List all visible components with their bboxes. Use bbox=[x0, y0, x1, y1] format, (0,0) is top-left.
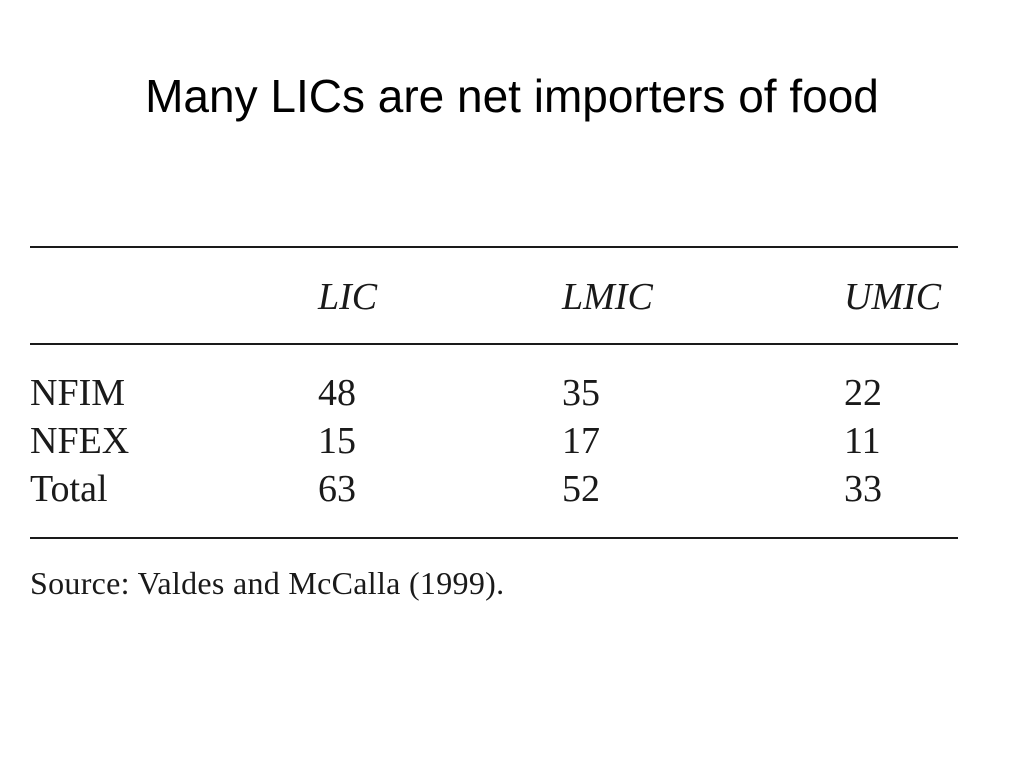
slide-title: Many LICs are net importers of food bbox=[145, 70, 879, 122]
table-header-rule bbox=[30, 343, 958, 345]
table-cell: 35 bbox=[562, 372, 600, 414]
table-cell: 11 bbox=[844, 420, 881, 462]
table-cell: 33 bbox=[844, 468, 882, 510]
table-cell: 15 bbox=[318, 420, 356, 462]
table-cell: 63 bbox=[318, 468, 356, 510]
table-bottom-rule bbox=[30, 537, 958, 539]
column-header-lmic: LMIC bbox=[562, 276, 653, 318]
table-top-rule bbox=[30, 246, 958, 248]
row-label-nfex: NFEX bbox=[30, 420, 130, 462]
column-header-umic: UMIC bbox=[844, 276, 942, 318]
table-cell: 52 bbox=[562, 468, 600, 510]
column-header-lic: LIC bbox=[318, 276, 378, 318]
table-cell: 17 bbox=[562, 420, 600, 462]
table-cell: 22 bbox=[844, 372, 882, 414]
table-cell: 48 bbox=[318, 372, 356, 414]
row-label-total: Total bbox=[30, 468, 108, 510]
table-source-note: Source: Valdes and McCalla (1999). bbox=[30, 565, 505, 601]
row-label-nfim: NFIM bbox=[30, 372, 126, 414]
